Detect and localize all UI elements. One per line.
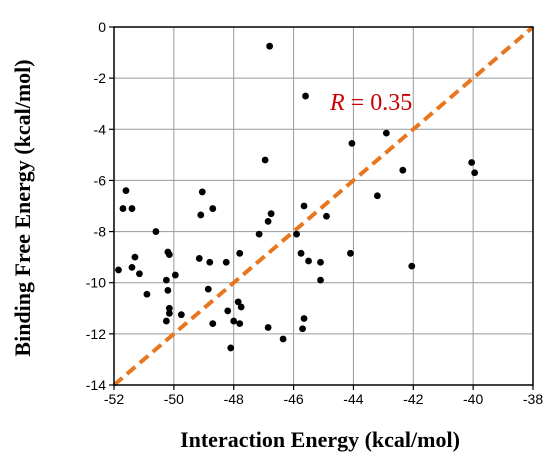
data-point [165,310,173,317]
data-point [227,344,235,352]
data-point [222,258,230,266]
data-point [204,285,212,293]
data-point [128,263,136,271]
data-point [373,192,381,200]
data-point [237,303,245,311]
data-point [136,270,143,278]
data-point [164,286,172,294]
data-point [162,317,170,325]
data-point [266,42,274,50]
data-point [230,317,238,325]
x-tick-label: -44 [343,391,363,407]
data-point [299,325,306,333]
data-point [198,188,206,196]
x-axis-title: Interaction Energy (kcal/mol) [180,427,460,452]
data-point [234,298,242,306]
x-tick-labels: -52 -50 -48 -46 -44 -42 -40 -38 [104,391,543,407]
x-tick-label: -46 [283,391,303,407]
x-tick-label: -50 [164,391,184,407]
plot-frame [113,26,534,386]
data-point [471,169,479,177]
data-point [209,320,217,328]
annotation-prefix: R [329,90,345,116]
data-point [197,211,205,219]
fit-line-group [112,25,535,387]
y-tick-label: -8 [94,224,107,240]
data-point [293,230,300,238]
data-point [255,230,263,238]
data-point [317,276,324,284]
annotation-text: = 0.35 [345,90,413,116]
data-point [152,228,160,235]
correlation-annotation: R = 0.35 [329,90,412,116]
data-point [171,271,179,279]
data-point [115,266,122,274]
data-point [122,187,130,195]
y-tick-label: -10 [86,275,106,291]
data-point [302,92,309,100]
data-point [317,258,324,266]
data-point [300,202,308,210]
x-tick-label: -38 [523,391,543,407]
x-tick-label: -48 [224,391,244,407]
data-point [224,307,232,315]
y-tick-label: -6 [94,172,107,188]
x-tick-label: -52 [104,391,124,407]
data-point [264,217,272,225]
data-point [382,129,390,137]
data-point [236,249,244,257]
data-point [195,255,203,262]
data-points [115,42,479,352]
fit-line [112,25,535,387]
data-point [305,257,312,265]
y-tick-label: -2 [94,70,107,86]
y-tick-label: -14 [86,377,106,393]
data-point [261,156,269,164]
data-point [165,304,173,312]
data-point [279,335,287,343]
data-point [399,166,407,174]
data-point [143,290,151,298]
y-axis-title: Binding Free Energy (kcal/mol) [10,59,35,356]
data-point [165,251,173,258]
y-tick-label: 0 [98,19,106,35]
y-tick-labels: 0 -2 -4 -6 -8 -10 -12 -14 [86,19,106,393]
data-point [300,315,308,322]
data-point [209,205,217,212]
data-point [264,324,272,331]
data-point [119,205,127,212]
x-tick-label: -42 [403,391,423,407]
data-point [347,249,354,257]
data-point [236,320,244,328]
x-tick-label: -40 [463,391,483,407]
data-point [206,258,214,266]
data-point [267,210,275,218]
data-point [348,139,356,147]
data-point [128,205,136,212]
data-point [408,262,416,270]
data-point [468,159,476,166]
y-tick-label: -4 [94,121,107,137]
data-point [162,276,170,284]
data-point [323,212,330,220]
data-point [131,253,139,261]
data-point [177,311,185,319]
data-point [297,249,305,257]
y-tick-label: -12 [86,326,106,342]
